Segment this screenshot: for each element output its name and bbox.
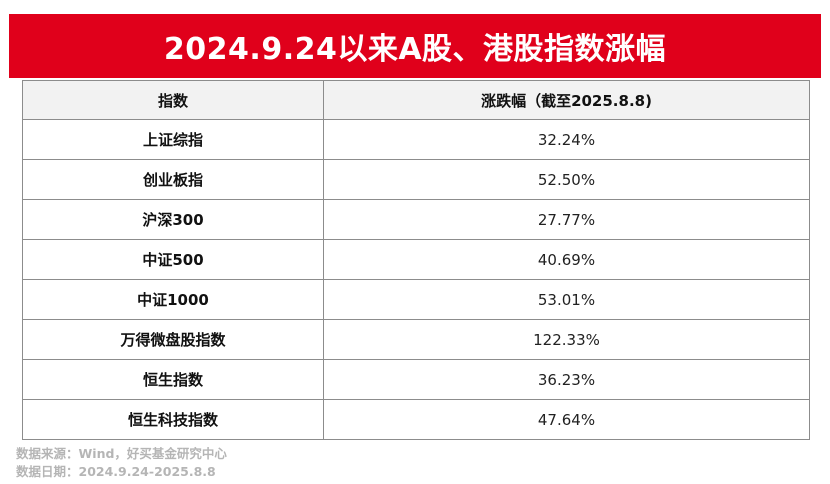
index-name-cell: 中证500 xyxy=(22,239,324,280)
index-name-cell: 恒生指数 xyxy=(22,359,324,400)
data-date-note: 数据日期：2024.9.24-2025.8.8 xyxy=(16,464,216,479)
index-change-cell: 32.24% xyxy=(323,119,810,160)
index-name-cell: 万得微盘股指数 xyxy=(22,319,324,360)
index-change-cell: 52.50% xyxy=(323,159,810,200)
column-header-index: 指数 xyxy=(22,80,324,120)
table-body: 上证综指 32.24% 创业板指 52.50% 沪深300 27.77% 中证500 40.6… xyxy=(22,119,810,440)
index-change-cell: 27.77% xyxy=(323,199,810,240)
title-banner: 2024.9.24以来A股、港股指数涨幅 xyxy=(9,14,821,78)
index-change-cell: 122.33% xyxy=(323,319,810,360)
index-name-cell: 上证综指 xyxy=(22,119,324,160)
table-row: 创业板指 52.50% xyxy=(22,159,810,200)
index-gain-table: 指数 涨跌幅（截至2025.8.8) 上证综指 32.24% 创业板指 52.50% 沪… xyxy=(22,80,810,440)
table-row: 中证500 40.69% xyxy=(22,239,810,280)
footer-notes: 数据来源：Wind，好买基金研究中心 数据日期：2024.9.24-2025.8… xyxy=(16,445,227,481)
index-name-cell: 沪深300 xyxy=(22,199,324,240)
table-row: 中证1000 53.01% xyxy=(22,279,810,320)
table-row: 上证综指 32.24% xyxy=(22,119,810,160)
table-header-row: 指数 涨跌幅（截至2025.8.8) xyxy=(22,80,810,120)
index-change-cell: 40.69% xyxy=(323,239,810,280)
table-row: 沪深300 27.77% xyxy=(22,199,810,240)
table-row: 恒生指数 36.23% xyxy=(22,359,810,400)
index-change-cell: 53.01% xyxy=(323,279,810,320)
index-change-cell: 36.23% xyxy=(323,359,810,400)
index-name-cell: 中证1000 xyxy=(22,279,324,320)
data-source-note: 数据来源：Wind，好买基金研究中心 xyxy=(16,446,227,461)
index-name-cell: 创业板指 xyxy=(22,159,324,200)
page-title: 2024.9.24以来A股、港股指数涨幅 xyxy=(163,32,667,67)
column-header-change: 涨跌幅（截至2025.8.8) xyxy=(323,80,810,120)
index-name-cell: 恒生科技指数 xyxy=(22,399,324,440)
table-row: 万得微盘股指数 122.33% xyxy=(22,319,810,360)
index-change-cell: 47.64% xyxy=(323,399,810,440)
table-row: 恒生科技指数 47.64% xyxy=(22,399,810,440)
